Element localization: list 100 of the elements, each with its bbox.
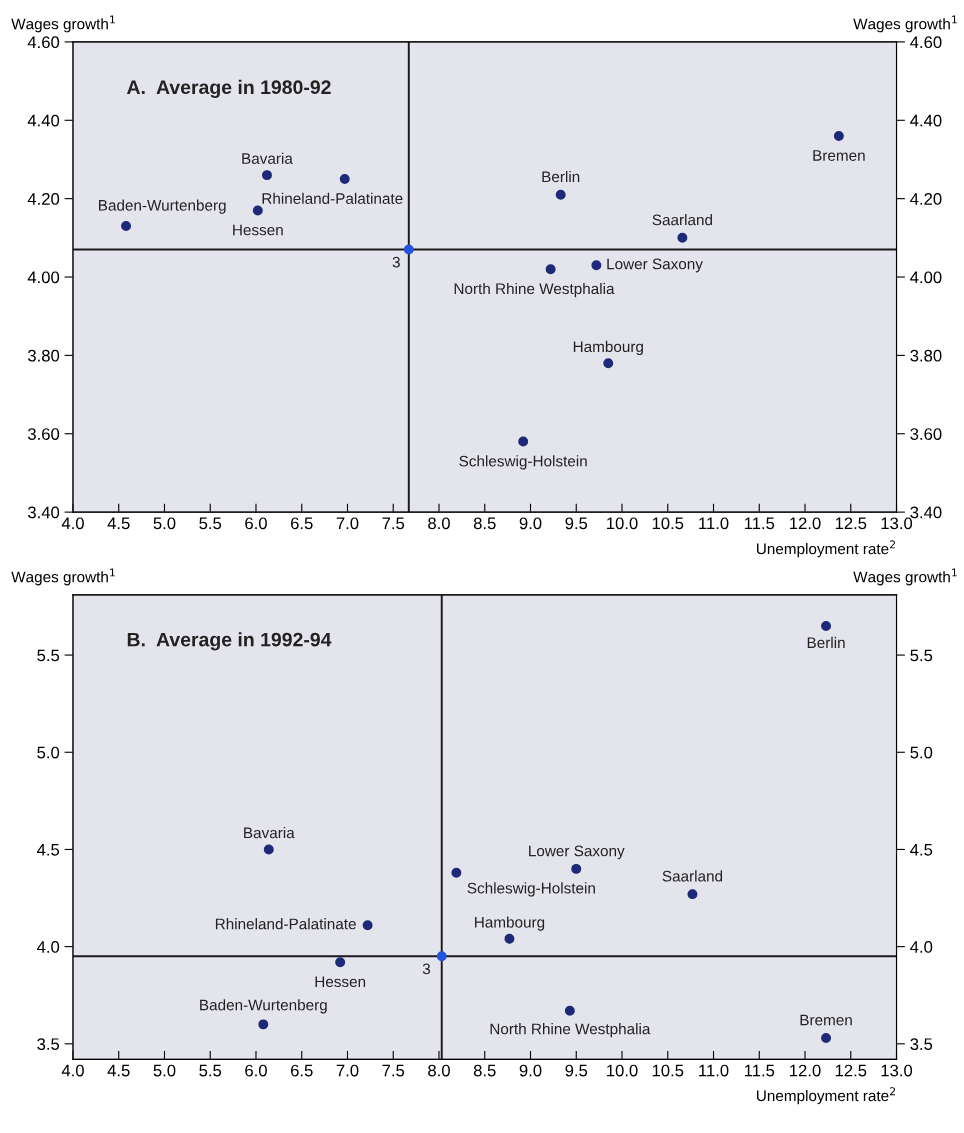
- y-tick-label: 4.40: [27, 114, 60, 127]
- x-tick-label: 12.5: [835, 1064, 867, 1077]
- point: [403, 244, 414, 255]
- annotation: Bremen: [813, 150, 865, 161]
- x-axis-title: Unemployment rate$^{2}$: [756, 540, 896, 558]
- y2-tick-label: 3.80: [910, 349, 942, 362]
- y-tick-label: 4.00: [27, 271, 60, 284]
- x-tick-label: 5.0: [153, 1064, 176, 1077]
- x-tick-label: 6.0: [245, 517, 267, 530]
- annotation: Hessen: [233, 224, 283, 236]
- y2-tick-label: 5.5: [910, 649, 933, 662]
- point: [833, 130, 844, 141]
- y2-tick-label: 3.5: [910, 1038, 933, 1051]
- y-tick-label: 4.0: [37, 941, 60, 953]
- x-tick-label: 13.0: [881, 517, 913, 530]
- annotation: Lower Saxony: [607, 258, 703, 273]
- x-tick-label: 6.5: [291, 1064, 313, 1077]
- y2-tick-label: 4.00: [910, 271, 942, 284]
- y2-tick-label: 3.60: [910, 428, 942, 440]
- x-tick-label: 10.0: [607, 1064, 638, 1077]
- annotation: Hessen: [315, 976, 366, 988]
- y-tick-label: 3.40: [27, 506, 60, 519]
- x-tick-label: 11.0: [699, 1064, 729, 1077]
- y2-tick-label: 4.60: [910, 36, 942, 49]
- annotation: Saarland: [652, 214, 712, 226]
- point: [687, 889, 698, 900]
- y-axis-title: Wages growth$^{1}$: [11, 15, 115, 33]
- y2-axis-title: Wages growth$^{1}$: [853, 568, 957, 586]
- point: [451, 867, 462, 878]
- annotation: Saarland: [662, 870, 723, 882]
- annotation: Hambourg: [573, 340, 643, 356]
- point: [339, 174, 350, 185]
- x-tick-label: 6.5: [291, 517, 313, 530]
- x-tick-label: 5.0: [153, 517, 176, 530]
- point: [436, 951, 447, 962]
- y-tick-label: 5.5: [37, 649, 60, 662]
- x-tick-label: 9.5: [565, 517, 588, 530]
- point: [121, 221, 132, 232]
- x-tick-label: 10.5: [652, 1064, 684, 1077]
- annotation: Berlin: [807, 636, 845, 649]
- annotation: Schleswig-Holstein: [467, 882, 595, 897]
- x-tick-label: 11.0: [699, 517, 729, 530]
- annotation: Bremen: [800, 1014, 852, 1026]
- point: [518, 436, 529, 447]
- annotation: North Rhine Westphalia: [490, 1023, 651, 1038]
- y-tick-label: 4.5: [37, 844, 60, 856]
- x-tick-label: 12.0: [790, 517, 821, 530]
- annotation: Bavaria: [244, 827, 295, 839]
- y-tick-label: 3.80: [27, 349, 60, 362]
- y-tick-label: 5.0: [37, 746, 60, 759]
- y2-tick-label: 4.0: [910, 941, 933, 953]
- x-tick-label: 12.0: [790, 1064, 821, 1077]
- x-tick-label: 9.0: [519, 1064, 542, 1077]
- x-tick-label: 8.5: [473, 1064, 496, 1077]
- x-tick-label: 8.0: [428, 517, 450, 530]
- x-tick-label: 4.5: [107, 1064, 130, 1077]
- annotation: Lower Saxony: [529, 845, 625, 860]
- x-tick-label: 11.5: [744, 517, 775, 530]
- text: A. Average in 1980-92: [126, 79, 331, 99]
- y-axis-title: Wages growth$^{1}$: [11, 568, 115, 586]
- y-tick-label: 3.5: [37, 1038, 60, 1051]
- point: [603, 358, 614, 369]
- annotation: Rhineland-Palatinate: [262, 192, 403, 204]
- point: [677, 232, 688, 243]
- annotation: 3: [422, 963, 431, 975]
- annotation: Bavaria: [242, 152, 293, 164]
- x-tick-label: 10.0: [607, 517, 638, 530]
- x-tick-label: 6.0: [245, 1064, 267, 1077]
- y-tick-label: 3.60: [27, 428, 60, 440]
- point: [335, 957, 346, 968]
- x-axis-title: Unemployment rate$^{2}$: [756, 1087, 896, 1105]
- annotation: Rhineland-Palatinate: [215, 918, 356, 930]
- x-tick-label: 5.5: [199, 517, 222, 530]
- x-tick-label: 13.0: [881, 1064, 913, 1077]
- point: [261, 170, 272, 181]
- x-tick-label: 10.5: [652, 517, 684, 530]
- annotation: Baden-Wurtenberg: [99, 199, 226, 214]
- point: [821, 620, 832, 631]
- annotation: North Rhine Westphalia: [454, 282, 615, 298]
- point: [263, 844, 274, 855]
- x-tick-label: 7.0: [336, 517, 359, 530]
- y2-tick-label: 4.20: [910, 193, 942, 205]
- y2-tick-label: 3.40: [910, 506, 942, 519]
- annotation: Baden-Wurtenberg: [200, 999, 327, 1014]
- x-tick-label: 11.5: [744, 1064, 775, 1077]
- y2-axis-title: Wages growth$^{1}$: [853, 15, 957, 33]
- point: [571, 863, 582, 874]
- x-tick-label: 7.0: [336, 1064, 359, 1077]
- y2-tick-label: 4.5: [910, 844, 933, 856]
- point: [258, 1019, 269, 1030]
- x-tick-label: 8.0: [428, 1064, 450, 1077]
- x-tick-label: 4.0: [61, 517, 84, 530]
- annotation: Berlin: [542, 170, 580, 183]
- y-tick-label: 4.20: [27, 193, 60, 205]
- point: [564, 1005, 575, 1016]
- point: [362, 920, 373, 931]
- x-tick-label: 12.5: [835, 517, 867, 530]
- point: [591, 260, 602, 271]
- point: [252, 205, 263, 216]
- annotation: 3: [392, 256, 400, 268]
